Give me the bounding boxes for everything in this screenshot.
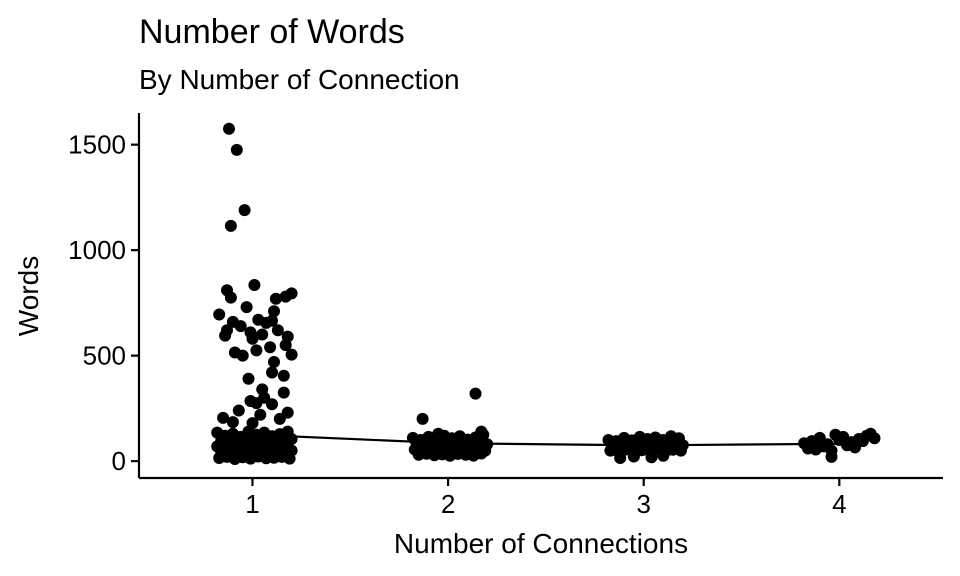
data-point	[674, 444, 687, 457]
data-point	[273, 412, 286, 425]
data-point	[469, 387, 482, 400]
data-point	[264, 341, 277, 354]
data-point	[256, 328, 269, 341]
data-point	[266, 398, 278, 411]
chart-title: Number of Words	[139, 13, 405, 51]
data-point	[279, 290, 292, 303]
data-point	[224, 291, 237, 304]
data-point	[254, 408, 267, 421]
y-tick-label: 0	[112, 446, 126, 476]
data-point	[234, 320, 247, 333]
data-point	[238, 204, 251, 217]
mean-trend-line	[252, 433, 840, 447]
y-axis-ticks: 0 500 1000 1500	[68, 130, 139, 476]
y-axis-title: Words	[13, 256, 44, 336]
data-point	[614, 452, 627, 464]
data-point	[236, 349, 249, 362]
data-point	[825, 450, 838, 463]
data-point	[260, 316, 273, 329]
data-point	[268, 356, 280, 368]
x-tick-label: 4	[832, 489, 846, 519]
chart-subtitle: By Number of Connection	[139, 64, 460, 95]
data-point	[283, 452, 296, 465]
data-point	[279, 339, 292, 352]
data-point	[645, 451, 658, 464]
data-point	[219, 329, 232, 342]
data-point	[416, 412, 429, 425]
data-points	[211, 122, 881, 465]
data-point	[285, 348, 298, 361]
data-point	[269, 292, 282, 305]
x-tick-label: 1	[245, 489, 259, 519]
y-tick-label: 500	[83, 341, 126, 371]
data-point	[213, 308, 226, 321]
x-axis-ticks: 1 2 3 4	[245, 478, 847, 519]
data-point	[268, 305, 280, 318]
data-point	[271, 324, 284, 337]
data-point	[226, 416, 239, 429]
x-tick-label: 3	[636, 489, 650, 519]
data-point	[627, 450, 640, 463]
x-tick-label: 2	[441, 489, 455, 519]
data-point	[657, 449, 670, 462]
data-point	[475, 447, 488, 460]
data-point	[240, 301, 253, 314]
data-point	[242, 372, 255, 385]
data-point	[250, 397, 263, 410]
y-tick-label: 1500	[68, 130, 126, 160]
data-point	[250, 344, 263, 357]
data-point	[217, 411, 230, 424]
data-point	[224, 219, 237, 232]
data-point	[230, 143, 243, 156]
data-point	[246, 332, 259, 345]
data-point	[266, 366, 278, 379]
data-point	[864, 427, 877, 440]
x-axis-title: Number of Connections	[394, 528, 688, 559]
data-point	[223, 122, 235, 135]
data-point	[232, 404, 245, 417]
data-point	[277, 386, 290, 399]
data-point	[856, 435, 869, 448]
data-point	[248, 279, 261, 291]
data-point	[277, 369, 290, 382]
y-tick-label: 1000	[68, 235, 126, 265]
